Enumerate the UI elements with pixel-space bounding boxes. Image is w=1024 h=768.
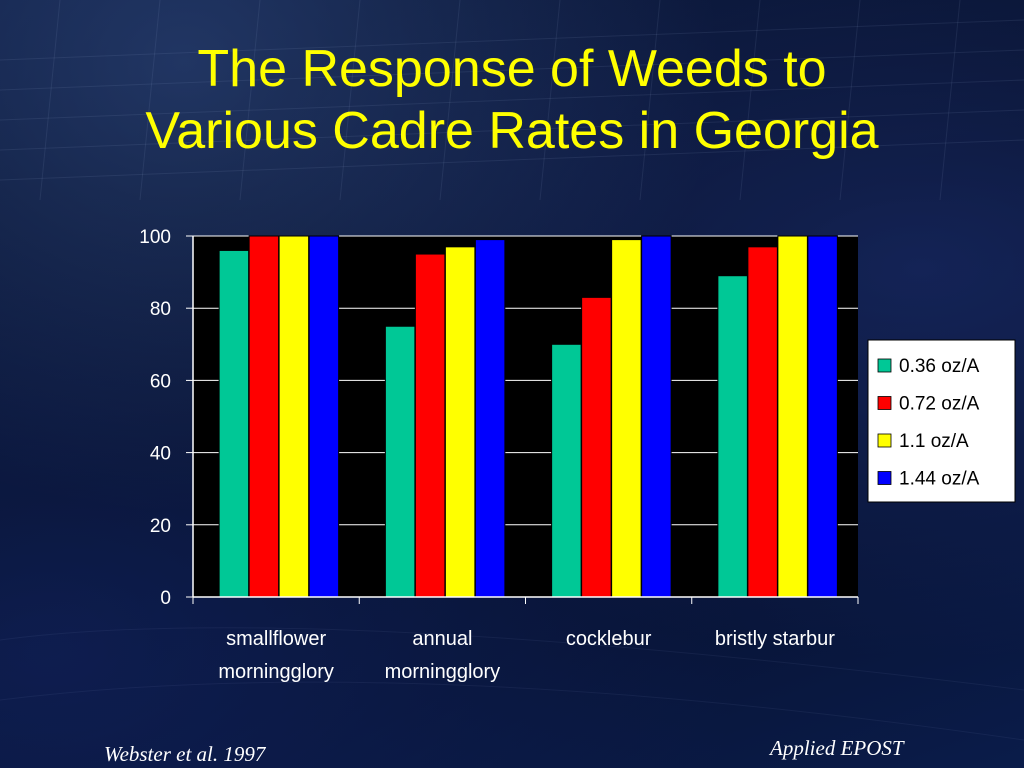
legend-label: 0.72 oz/A (899, 394, 980, 415)
y-tick-label: 80 (150, 299, 171, 320)
slide-title: The Response of Weeds to Various Cadre R… (0, 38, 1024, 162)
legend-label: 0.36 oz/A (899, 356, 980, 377)
legend-swatch (877, 358, 892, 373)
x-tick-label: cocklebur (566, 628, 652, 650)
legend-swatch (877, 433, 892, 448)
bar (384, 325, 416, 598)
x-tick-label: bristly starbur (715, 628, 835, 650)
x-tick-label: smallflower (226, 628, 326, 650)
bar (308, 235, 340, 598)
x-tick-label: annual (412, 628, 472, 650)
legend (867, 339, 1016, 503)
bar (218, 249, 250, 598)
slide-title-line-2: Various Cadre Rates in Georgia (145, 102, 879, 160)
bar (777, 235, 808, 598)
bar (278, 235, 310, 598)
legend-label: 1.44 oz/A (899, 469, 980, 490)
y-tick-label: 20 (150, 516, 171, 537)
bar (248, 235, 280, 598)
bar (641, 235, 672, 598)
bar (747, 246, 778, 598)
y-tick-label: 0 (160, 588, 171, 609)
bar (474, 239, 506, 598)
y-tick-label: 40 (150, 444, 171, 465)
legend-label: 1.1 oz/A (899, 431, 969, 452)
y-tick-label: 60 (150, 371, 171, 392)
bar (717, 275, 748, 598)
bar (414, 253, 446, 598)
x-tick-label: morningglory (385, 661, 501, 683)
legend-swatch (877, 396, 892, 410)
y-tick-label: 100 (139, 227, 171, 248)
bar (581, 296, 612, 598)
bar (807, 235, 838, 598)
bar (551, 343, 582, 598)
bar (444, 246, 476, 598)
legend-swatch (877, 471, 892, 485)
citation: Webster et al. 1997 (104, 742, 266, 766)
bar (611, 239, 642, 598)
footer-brand: Applied EPOST (770, 736, 904, 760)
x-tick-label: morningglory (218, 661, 334, 683)
slide-title-line-1: The Response of Weeds to (197, 40, 827, 98)
